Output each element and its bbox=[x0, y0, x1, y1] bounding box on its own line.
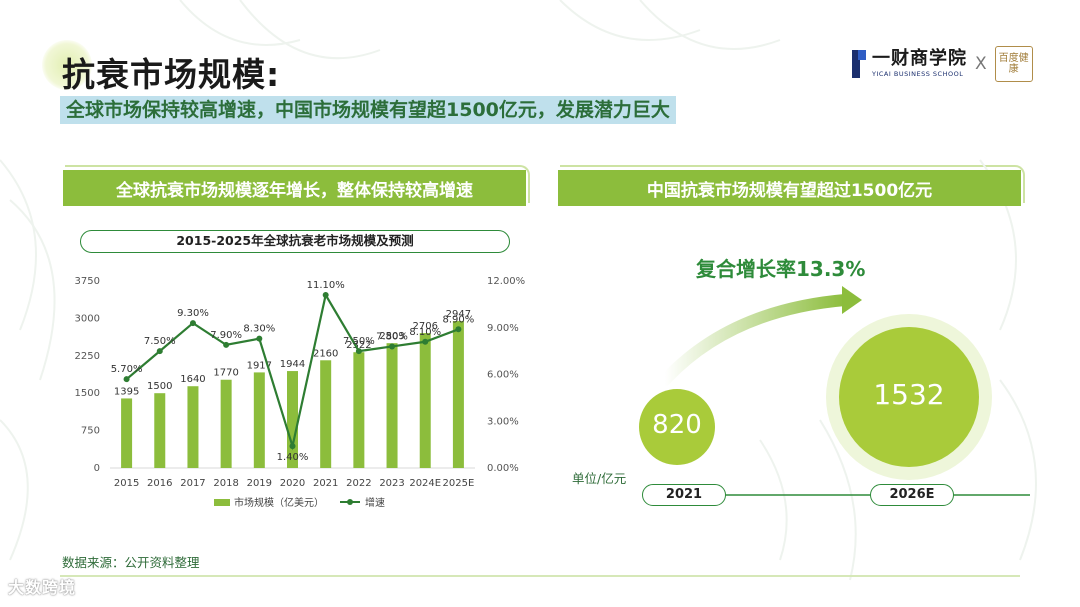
market-size-chart: 0 750 1500 2250 3000 3750 0.00% 3.00% 6.00% 9.00%… bbox=[75, 276, 526, 509]
legend-line-label: 增速 bbox=[365, 496, 385, 509]
bar bbox=[121, 398, 133, 468]
growth-arrow-curve bbox=[659, 294, 851, 386]
x-tick-label: 2015 bbox=[114, 478, 139, 489]
bar bbox=[287, 371, 298, 468]
yicai-logo-icon bbox=[852, 50, 866, 78]
data-source: 数据来源：公开资料整理 bbox=[62, 555, 200, 570]
bar bbox=[253, 372, 265, 468]
growth-point bbox=[389, 343, 396, 350]
bar-data-label: 1640 bbox=[180, 374, 205, 385]
x-tick-label: 2025E bbox=[443, 478, 475, 489]
bar-data-label: 1944 bbox=[280, 359, 305, 370]
y-left-tick-label: 0 bbox=[94, 463, 100, 474]
y-left-tick-label: 3750 bbox=[75, 276, 100, 287]
y-right-tick-label: 6.00% bbox=[487, 370, 519, 381]
bar bbox=[320, 360, 332, 468]
growth-arrow-head bbox=[842, 286, 862, 314]
growth-data-label: 8.90% bbox=[443, 314, 475, 325]
bar-data-label: 2503 bbox=[379, 331, 404, 342]
y-right-tick-label: 0.00% bbox=[487, 463, 519, 474]
y-left-tick-label: 3000 bbox=[75, 313, 100, 324]
growth-data-label: 8.30% bbox=[243, 324, 275, 335]
page-subtitle: 全球市场保持较高增速，中国市场规模有望超1500亿元，发展潜力巨大 bbox=[60, 96, 676, 124]
year-label-2021: 2021 bbox=[642, 484, 726, 506]
growth-data-label: 1.40% bbox=[277, 452, 309, 463]
growth-point bbox=[189, 320, 196, 327]
cagr-label: 复合增长率13.3% bbox=[696, 257, 866, 281]
bubble-value-2026e: 1532 bbox=[873, 378, 945, 411]
unit-label: 单位/亿元 bbox=[572, 471, 627, 486]
bar-data-label: 2706 bbox=[413, 321, 438, 332]
bar-data-label: 1770 bbox=[213, 368, 238, 379]
x-tick-label: 2019 bbox=[247, 478, 272, 489]
left-panel-banner: 全球抗衰市场规模逐年增长，整体保持较高增速 bbox=[63, 165, 530, 206]
growth-data-label: 7.50% bbox=[343, 336, 375, 347]
growth-point bbox=[322, 292, 329, 299]
bubble-2026e bbox=[839, 327, 979, 467]
y-left-tick-label: 1500 bbox=[75, 388, 100, 399]
x-tick-label: 2023 bbox=[379, 478, 404, 489]
legend-line-marker bbox=[347, 499, 353, 505]
legend-bar-label: 市场规模（亿美元） bbox=[234, 496, 324, 509]
y-right-tick-label: 9.00% bbox=[487, 323, 519, 334]
growth-data-label: 8.10% bbox=[409, 327, 441, 338]
growth-data-label: 11.10% bbox=[307, 280, 345, 291]
y-left-tick-label: 2250 bbox=[75, 351, 100, 362]
x-tick-label: 2020 bbox=[280, 478, 305, 489]
bar bbox=[187, 386, 199, 468]
bar-data-label: 1395 bbox=[114, 386, 139, 397]
footer-divider bbox=[60, 575, 1020, 577]
bar bbox=[353, 352, 365, 468]
growth-point bbox=[123, 376, 130, 383]
growth-point bbox=[223, 341, 230, 348]
logo-name-en: YICAI BUSINESS SCHOOL bbox=[872, 70, 964, 79]
x-tick-label: 2024E bbox=[409, 478, 441, 489]
china-market-bubbles bbox=[639, 286, 1030, 496]
bar-data-label: 1917 bbox=[247, 360, 272, 371]
watermark: 大数跨境 bbox=[8, 578, 77, 597]
growth-data-label: 7.80% bbox=[376, 331, 408, 342]
growth-data-label: 5.70% bbox=[111, 364, 143, 375]
growth-point bbox=[455, 326, 462, 333]
partner-seal-logo: 百度健康 bbox=[994, 46, 1033, 82]
growth-point bbox=[422, 338, 429, 345]
x-tick-label: 2022 bbox=[346, 478, 371, 489]
bar bbox=[220, 379, 232, 468]
growth-data-label: 7.50% bbox=[144, 336, 176, 347]
bar-data-label: 2322 bbox=[346, 340, 371, 351]
growth-data-label: 9.30% bbox=[177, 308, 209, 319]
page-title: 抗衰市场规模: bbox=[62, 55, 281, 94]
growth-data-label: 7.90% bbox=[210, 330, 242, 341]
logo-separator: X bbox=[975, 54, 987, 74]
growth-point bbox=[256, 335, 263, 342]
bar-data-label: 2160 bbox=[313, 348, 338, 359]
x-tick-label: 2016 bbox=[147, 478, 172, 489]
x-tick-label: 2017 bbox=[180, 478, 205, 489]
x-tick-label: 2021 bbox=[313, 478, 338, 489]
bar-data-label: 1500 bbox=[147, 381, 172, 392]
bar bbox=[452, 321, 464, 468]
y-left-tick-label: 750 bbox=[81, 426, 100, 437]
y-right-tick-label: 3.00% bbox=[487, 416, 519, 427]
title-decoration-dot bbox=[42, 40, 92, 90]
logo-name-cn: 一财商学院 bbox=[872, 48, 967, 70]
year-label-2026e: 2026E bbox=[870, 484, 954, 506]
bar bbox=[386, 343, 398, 468]
x-tick-label: 2018 bbox=[213, 478, 238, 489]
bar-data-label: 2947 bbox=[446, 309, 471, 320]
bubble-2021 bbox=[639, 389, 715, 465]
legend-bar-swatch bbox=[214, 499, 230, 506]
chart-title: 2015-2025年全球抗衰老市场规模及预测 bbox=[80, 230, 510, 253]
bubble-value-2021: 820 bbox=[652, 410, 702, 440]
growth-point bbox=[355, 348, 362, 355]
bar bbox=[154, 393, 166, 468]
right-panel-banner: 中国抗衰市场规模有望超过1500亿元 bbox=[558, 165, 1025, 206]
y-right-tick-label: 12.00% bbox=[487, 276, 525, 287]
brand-logos: 一财商学院 YICAI BUSINESS SCHOOL X 百度健康 bbox=[852, 46, 1033, 82]
growth-point bbox=[289, 443, 296, 450]
growth-point bbox=[156, 348, 163, 355]
bar bbox=[419, 333, 431, 468]
